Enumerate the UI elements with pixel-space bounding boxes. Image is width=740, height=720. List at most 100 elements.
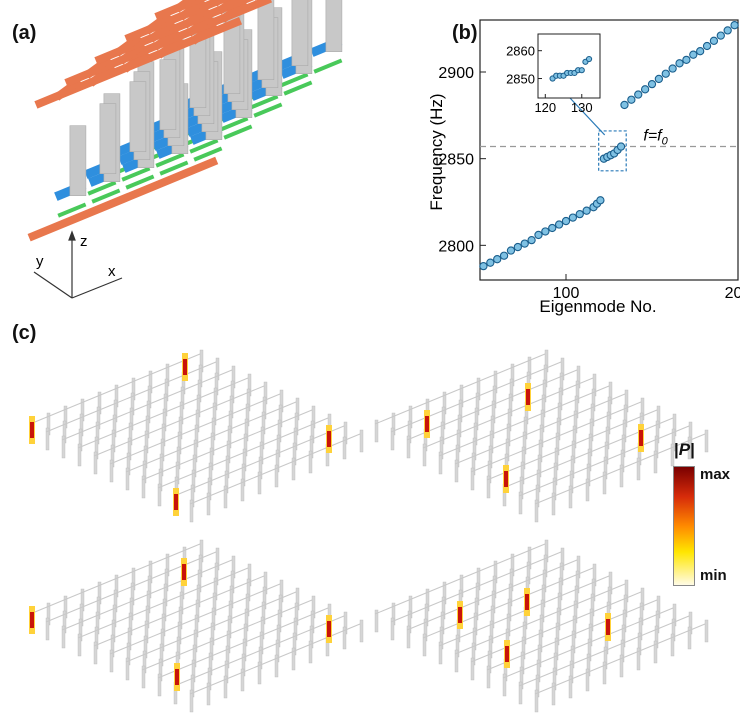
field-link <box>522 618 541 627</box>
field-link <box>504 450 523 459</box>
field-link <box>473 419 492 428</box>
field-link <box>552 664 571 673</box>
field-link <box>472 624 491 633</box>
field-link <box>206 489 225 498</box>
field-pillar <box>454 649 459 673</box>
field-link <box>570 452 589 461</box>
field-link <box>521 443 540 452</box>
orange-bar <box>216 0 242 15</box>
field-hotspot-core <box>606 619 610 635</box>
field-link <box>126 639 145 648</box>
field-link <box>159 640 178 649</box>
field-link <box>192 451 211 460</box>
data-point <box>575 209 584 219</box>
field-link <box>509 375 528 384</box>
field-link <box>459 571 478 580</box>
field-link <box>291 644 310 653</box>
field-link <box>454 456 473 465</box>
field-rendering <box>374 539 709 713</box>
field-link <box>622 416 641 425</box>
field-link <box>556 604 575 613</box>
data-point <box>568 213 578 222</box>
field-link <box>97 388 116 397</box>
field-link <box>141 472 160 481</box>
field-pillar <box>45 427 50 451</box>
field-link <box>164 565 183 574</box>
reference-line-label: f=f0 <box>643 128 668 148</box>
field-link <box>96 403 115 412</box>
field-link <box>518 678 537 687</box>
field-link <box>655 607 674 616</box>
orange-bar <box>152 27 181 51</box>
field-link <box>244 605 263 614</box>
field-link <box>114 571 133 580</box>
field-link <box>502 670 521 679</box>
field-link <box>489 617 508 626</box>
field-pillar <box>653 450 658 474</box>
panel-a-lattice: z y x <box>27 0 343 299</box>
zoom-box <box>598 130 627 172</box>
y-tick-label: 2900 <box>438 65 474 82</box>
orange-bar <box>182 5 211 29</box>
field-link <box>242 445 261 454</box>
field-link <box>130 389 149 398</box>
field-pillar <box>125 657 130 681</box>
field-rendering <box>374 349 709 523</box>
data-point <box>520 239 529 248</box>
field-link <box>508 580 527 589</box>
field-link <box>261 408 280 417</box>
field-pillar <box>568 485 573 509</box>
field-link <box>492 382 511 391</box>
field-link <box>442 578 461 587</box>
field-link <box>535 481 554 490</box>
data-point <box>682 55 691 65</box>
field-link <box>406 432 425 441</box>
field-link <box>655 417 674 426</box>
field-link <box>342 623 361 632</box>
field-link <box>96 593 115 602</box>
field-link <box>525 573 544 582</box>
green-bar <box>253 102 283 118</box>
field-link <box>192 641 211 650</box>
orange-bar <box>148 19 177 43</box>
field-pillar <box>704 429 709 453</box>
field-link <box>274 651 293 660</box>
field-link <box>605 423 624 432</box>
field-link <box>46 599 65 608</box>
field-pillar <box>438 641 443 665</box>
field-link <box>441 593 460 602</box>
field-link <box>214 369 233 378</box>
field-link <box>197 566 216 575</box>
field-link <box>510 360 529 369</box>
inset-y-tick-label: 2850 <box>506 72 535 87</box>
field-link <box>537 641 556 650</box>
field-link <box>174 473 193 482</box>
green-bar <box>125 174 155 190</box>
data-point <box>534 230 543 240</box>
inset-point <box>585 55 593 63</box>
field-link <box>223 672 242 681</box>
field-link <box>488 442 507 451</box>
field-link <box>111 616 130 625</box>
field-link <box>310 607 329 616</box>
field-link <box>161 610 180 619</box>
field-pillar <box>653 640 658 664</box>
field-link <box>182 543 201 552</box>
field-link <box>126 449 145 458</box>
field-link <box>228 407 247 416</box>
data-point <box>548 223 557 233</box>
field-link <box>440 418 459 427</box>
field-link <box>277 416 296 425</box>
field-link <box>78 615 97 624</box>
field-link <box>558 384 577 393</box>
field-link <box>292 439 311 448</box>
field-link <box>573 407 592 416</box>
data-point <box>723 26 732 35</box>
field-link <box>190 481 209 490</box>
field-hotspot-core <box>174 494 178 510</box>
field-link <box>110 631 129 640</box>
field-pillar <box>223 485 228 509</box>
field-link <box>276 621 295 630</box>
field-pillar <box>77 443 82 467</box>
